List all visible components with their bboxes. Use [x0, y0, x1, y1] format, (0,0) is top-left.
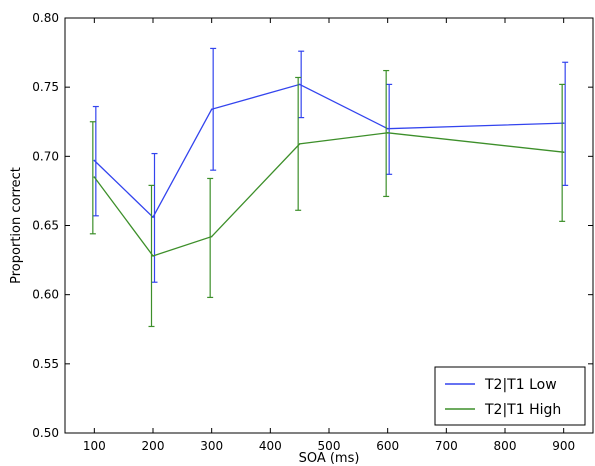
y-tick-label: 0.50 [32, 426, 59, 440]
x-tick-label: 900 [552, 439, 575, 453]
y-axis-label: Proportion correct [9, 167, 24, 284]
data-point [299, 84, 301, 86]
y-tick-label: 0.75 [32, 80, 59, 94]
data-point [563, 122, 565, 124]
data-point [387, 128, 389, 130]
y-tick-label: 0.60 [32, 288, 59, 302]
data-point [94, 160, 96, 162]
legend-label: T2|T1 High [484, 402, 561, 418]
y-tick-label: 0.80 [32, 11, 59, 25]
data-point [563, 151, 565, 153]
x-axis-label: SOA (ms) [299, 451, 360, 466]
data-point [299, 143, 301, 145]
data-point [152, 255, 154, 257]
x-tick-label: 100 [83, 439, 106, 453]
data-point [211, 236, 213, 238]
x-tick-label: 800 [494, 439, 517, 453]
x-tick-label: 400 [259, 439, 282, 453]
data-point [152, 216, 154, 218]
x-tick-label: 300 [200, 439, 223, 453]
x-tick-label: 200 [142, 439, 165, 453]
data-point [94, 176, 96, 178]
legend-label: T2|T1 Low [484, 377, 557, 393]
legend: T2|T1 Low T2|T1 High [435, 367, 585, 425]
x-tick-label: 700 [435, 439, 458, 453]
y-tick-label: 0.70 [32, 149, 59, 163]
data-point [211, 109, 213, 111]
x-tick-label: 600 [376, 439, 399, 453]
y-tick-label: 0.65 [32, 219, 59, 233]
y-tick-label: 0.55 [32, 357, 59, 371]
data-point [387, 132, 389, 134]
